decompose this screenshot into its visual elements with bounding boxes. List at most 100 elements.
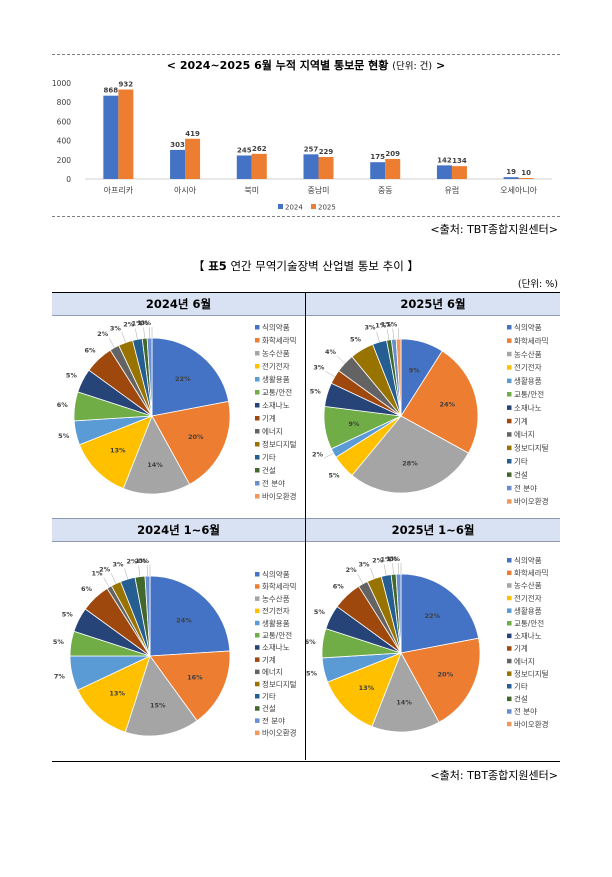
pie-slice [400, 637, 481, 723]
legend-swatch [507, 671, 512, 676]
legend-label: 기계 [514, 643, 528, 653]
legend-swatch [255, 364, 260, 369]
pie-data-label: 16% [187, 674, 203, 682]
legend-swatch [255, 620, 260, 626]
legend-swatch [507, 621, 512, 626]
bar-data-label: 10 [521, 169, 531, 177]
pie-slice [122, 415, 191, 495]
pie-data-label: 4% [325, 348, 337, 356]
legend-swatch [507, 558, 512, 563]
legend-swatch [255, 377, 260, 382]
legend-swatch [255, 657, 260, 662]
bar-data-label: 19 [506, 168, 516, 176]
legend-swatch [507, 432, 512, 437]
bar-data-label: 142 [437, 156, 452, 164]
legend-label: 농수산품 [262, 593, 290, 603]
legend-swatch [255, 584, 260, 589]
pie-data-label: 22% [424, 612, 440, 620]
legend-swatch [255, 633, 260, 638]
pie-data-label: 5% [62, 610, 74, 618]
bar-chart-source: <출처: TBT종합지원센터> [430, 223, 558, 236]
header-2024-june: 2024년 6월 [52, 293, 305, 316]
pie-data-label: 1% [375, 321, 387, 329]
legend-label: 기계 [262, 654, 276, 664]
legend-swatch [255, 694, 260, 699]
legend-swatch-2024 [278, 204, 283, 209]
pie-data-label: 2% [312, 450, 324, 458]
header-2025-jan-june: 2025년 1~6월 [306, 518, 560, 542]
pie-data-label: 0% [389, 555, 401, 563]
legend-label: 기타 [262, 453, 276, 462]
legend-swatch [507, 338, 512, 343]
bar-data-label: 257 [304, 145, 319, 153]
legend-label: 생활용품 [262, 618, 290, 628]
legend-swatch [507, 365, 512, 370]
pie-slice [78, 415, 153, 490]
pie-data-label: 5% [306, 669, 318, 677]
y-tick-label: 0 [66, 175, 71, 184]
pie-slice [351, 415, 470, 494]
legend-label: 교통/안전 [514, 389, 544, 399]
pie-leader-line [108, 337, 115, 348]
pie-data-label: 1% [386, 555, 398, 563]
legend-label: 바이오환경 [262, 728, 297, 738]
pie-table-title-number: 표5 [208, 259, 227, 273]
pie-leader-line [110, 573, 117, 584]
legend-label: 정보디지털 [262, 439, 297, 449]
legend-swatch [255, 669, 260, 675]
legend-label: 건설 [262, 465, 276, 475]
pie-data-label: 3% [110, 324, 122, 332]
pie-table-title-text: 연간 무역기술장벽 산업별 통보 추이 】 [226, 259, 419, 273]
legend-swatch [255, 481, 260, 486]
pie-leader-line [387, 329, 390, 340]
legend-label: 기타 [514, 682, 528, 691]
pie-data-label: 15% [150, 701, 166, 709]
pie-slice [124, 655, 198, 737]
bar-2025 [518, 178, 534, 179]
legend-label: 전 분야 [514, 706, 537, 716]
legend-swatch [255, 468, 260, 473]
legend-label: 바이오환경 [262, 491, 297, 501]
legend-swatch [507, 418, 512, 424]
legend-swatch [507, 351, 512, 357]
pie-slice [151, 400, 231, 485]
pie-data-label: 2% [127, 558, 139, 566]
legend-swatch [507, 445, 512, 451]
pie-data-label: 2% [97, 330, 109, 338]
pie-leader-line [138, 565, 141, 577]
pie-leader-line [323, 452, 334, 459]
bar-data-label: 262 [252, 145, 267, 153]
x-category-label: 유럽 [445, 186, 460, 195]
bar-2025 [385, 158, 401, 179]
legend-swatch [255, 403, 260, 408]
legend-swatch [507, 595, 512, 601]
bar-chart-title: < 2024~2025 6월 누적 지역별 통보문 현황 (단위: 건) > [52, 57, 560, 73]
header-2025-june: 2025년 6월 [306, 293, 560, 316]
legend-label: 바이오환경 [514, 719, 549, 729]
legend-swatch [507, 709, 512, 714]
pie-leader-line [336, 355, 346, 364]
pie-data-label: 28% [402, 459, 418, 467]
legend-label: 전 분야 [262, 478, 285, 488]
bar-data-label: 175 [370, 153, 385, 161]
x-category-label: 오세아니아 [500, 185, 537, 195]
x-category-label: 아프리카 [104, 185, 134, 195]
legend-label: 화학세라믹 [514, 568, 549, 578]
legend-swatch [255, 730, 260, 736]
pie-data-label: 5% [58, 432, 70, 440]
y-tick-label: 400 [57, 137, 72, 146]
legend-label: 정보디지털 [514, 668, 549, 678]
pie-data-label: 6% [85, 347, 97, 355]
pie-data-label: 1% [135, 557, 147, 565]
pie-data-label: 5% [314, 608, 326, 616]
pie-table-title-prefix: 【 [193, 259, 209, 273]
pie-data-label: 3% [358, 560, 370, 568]
legend-label: 소재나노 [262, 401, 290, 410]
legend-label: 교통/안전 [262, 630, 292, 640]
legend-label: 전 분야 [514, 483, 537, 493]
pie-chart-2024-june: 22%20%14%13%5%6%5%6%2%3% 2%1%1%0% 식의약품화학세라… [57, 319, 297, 501]
legend-label: 화학세라믹 [514, 335, 549, 345]
bar-data-label: 868 [104, 87, 119, 95]
legend-swatch-2025 [311, 204, 316, 209]
legend-label: 농수산품 [514, 580, 542, 590]
